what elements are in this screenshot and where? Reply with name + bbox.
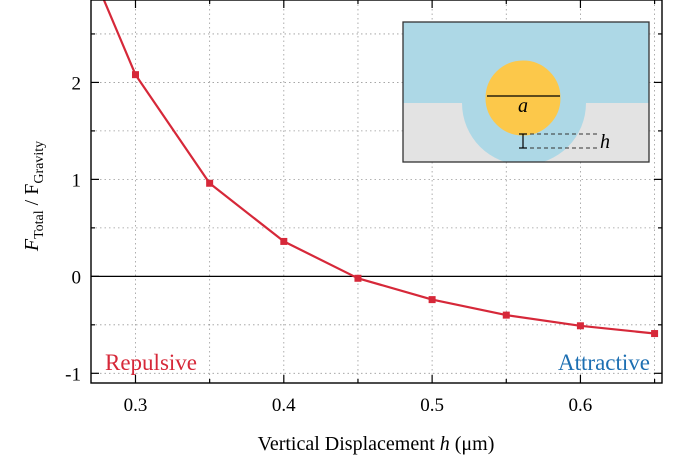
data-point xyxy=(651,330,659,338)
x-axis-title: Vertical Displacement h (μm) xyxy=(258,433,495,455)
data-point xyxy=(354,274,362,282)
repulsive-annotation: Repulsive xyxy=(105,350,197,375)
y-tick-label: 2 xyxy=(72,73,82,94)
plot-frame xyxy=(90,0,663,384)
tick-labels: 0.3 0.4 0.5 0.6 -1 0 1 2 xyxy=(65,73,592,416)
x-tick-label: 0.4 xyxy=(272,395,296,416)
y-axis-title-main: F xyxy=(21,238,43,252)
x-axis-title-prefix: Vertical Displacement xyxy=(258,433,440,455)
inset-schematic: a h xyxy=(402,21,650,163)
x-tick-label: 0.5 xyxy=(420,395,444,416)
inset-label-a: a xyxy=(518,95,528,117)
axis-ticks xyxy=(91,0,662,383)
x-axis-title-unit: (μm) xyxy=(450,433,495,455)
x-axis-title-variable: h xyxy=(440,433,450,455)
data-point xyxy=(428,296,436,304)
series-layer xyxy=(102,0,659,338)
y-tick-label: 0 xyxy=(72,267,82,288)
data-point xyxy=(131,71,139,79)
y-axis-title: FTotal / FGravity xyxy=(21,141,47,252)
inset-substrate xyxy=(403,103,649,162)
data-point xyxy=(576,322,584,330)
x-tick-label: 0.3 xyxy=(124,395,148,416)
y-tick-label: 1 xyxy=(72,170,82,191)
y-axis-title-denominator-sub: Gravity xyxy=(32,141,47,184)
inset-label-h: h xyxy=(600,131,610,153)
attractive-annotation: Attractive xyxy=(558,350,650,375)
data-point xyxy=(502,311,510,319)
y-axis-title-main-sub: Total xyxy=(32,210,47,239)
data-point xyxy=(206,179,214,187)
y-tick-label: -1 xyxy=(65,364,81,385)
y-axis-title-separator: / F xyxy=(21,184,43,211)
x-tick-label: 0.6 xyxy=(569,395,593,416)
inset-frame xyxy=(402,21,650,163)
data-point xyxy=(280,237,288,245)
